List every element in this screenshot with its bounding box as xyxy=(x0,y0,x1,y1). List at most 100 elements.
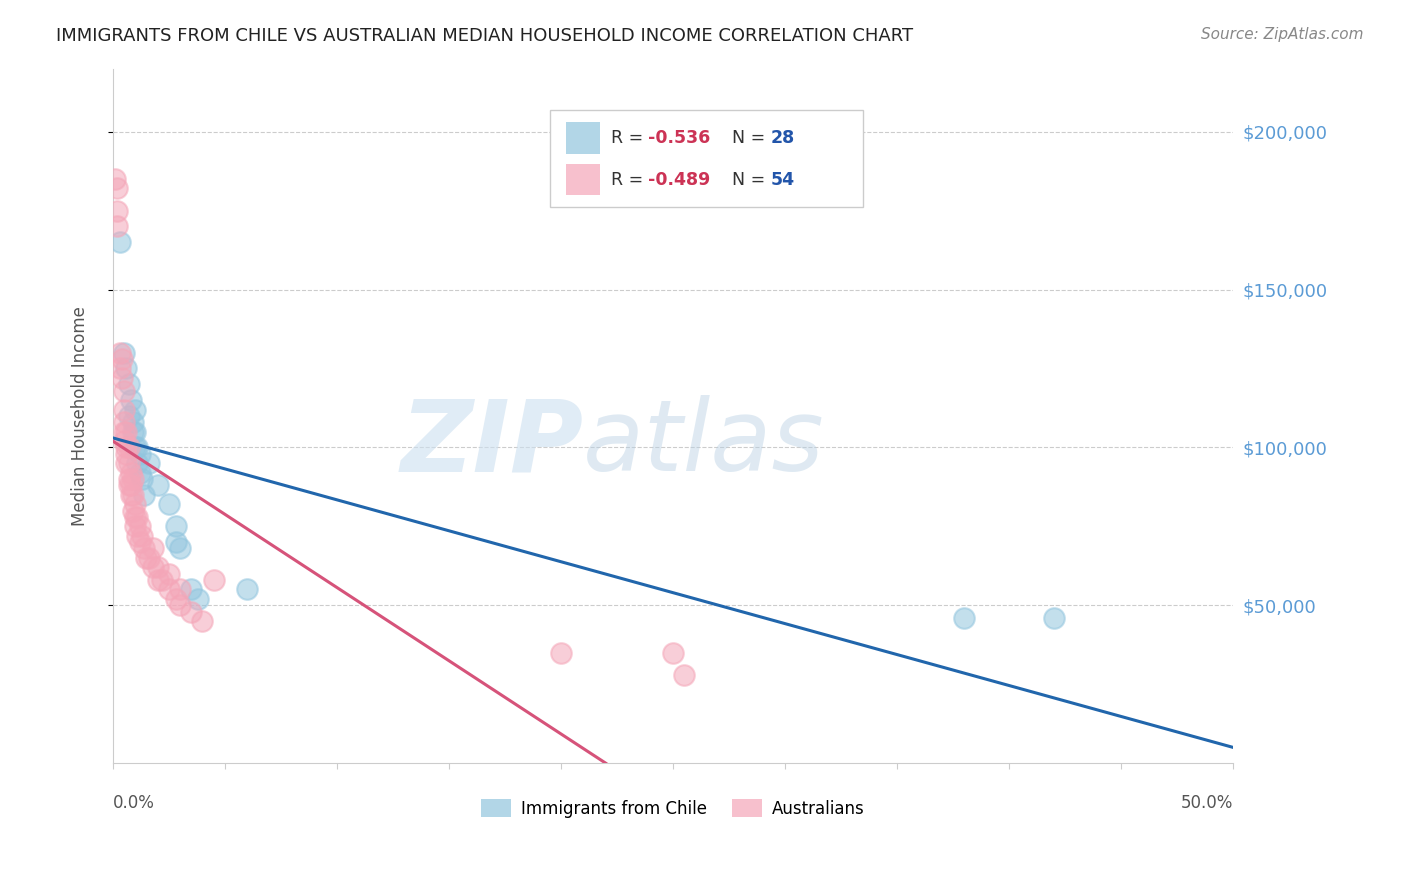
Text: R =: R = xyxy=(612,129,650,147)
Point xyxy=(112,402,135,417)
Point xyxy=(112,425,135,439)
Text: 0.0%: 0.0% xyxy=(112,794,155,813)
Point xyxy=(122,425,145,439)
Point xyxy=(142,541,165,556)
Point xyxy=(127,456,149,470)
Point xyxy=(124,519,146,533)
Text: R =: R = xyxy=(612,170,650,188)
Point xyxy=(115,425,138,439)
Point xyxy=(138,550,160,565)
Point xyxy=(105,203,128,218)
Text: -0.489: -0.489 xyxy=(648,170,710,188)
Point xyxy=(122,415,145,429)
Point xyxy=(128,447,150,461)
Text: N =: N = xyxy=(721,170,770,188)
Text: 54: 54 xyxy=(770,170,794,188)
Point xyxy=(111,371,134,385)
Point xyxy=(191,614,214,628)
Point xyxy=(105,181,128,195)
Point xyxy=(146,478,169,492)
Point xyxy=(115,361,138,376)
Point xyxy=(117,409,139,423)
Text: IMMIGRANTS FROM CHILE VS AUSTRALIAN MEDIAN HOUSEHOLD INCOME CORRELATION CHART: IMMIGRANTS FROM CHILE VS AUSTRALIAN MEDI… xyxy=(56,27,914,45)
Point xyxy=(112,345,135,359)
Point xyxy=(180,582,202,597)
Point xyxy=(1042,611,1064,625)
Point xyxy=(150,573,173,587)
Point xyxy=(127,509,149,524)
Point xyxy=(120,466,142,480)
Point xyxy=(112,384,135,398)
FancyBboxPatch shape xyxy=(567,164,600,195)
Point xyxy=(112,434,135,448)
Point xyxy=(169,541,191,556)
Point xyxy=(169,582,191,597)
Point xyxy=(117,456,139,470)
Point xyxy=(165,519,187,533)
Point xyxy=(157,582,180,597)
Point xyxy=(128,519,150,533)
Point xyxy=(146,573,169,587)
Text: ZIP: ZIP xyxy=(401,395,583,492)
Point xyxy=(115,441,138,455)
Point xyxy=(122,472,145,486)
Point xyxy=(134,541,156,556)
Point xyxy=(120,488,142,502)
Point xyxy=(673,667,696,681)
Point xyxy=(127,529,149,543)
Point xyxy=(187,591,209,606)
Point xyxy=(117,377,139,392)
Point xyxy=(236,582,259,597)
Point xyxy=(120,392,142,407)
Point xyxy=(124,402,146,417)
Point xyxy=(953,611,976,625)
Point xyxy=(124,509,146,524)
Point xyxy=(122,503,145,517)
Point xyxy=(157,497,180,511)
Point xyxy=(550,646,572,660)
Point xyxy=(142,560,165,574)
Point xyxy=(122,488,145,502)
Point xyxy=(115,456,138,470)
Point xyxy=(112,415,135,429)
Point xyxy=(662,646,685,660)
Point xyxy=(124,497,146,511)
Point xyxy=(165,535,187,549)
Point xyxy=(105,219,128,234)
Point xyxy=(108,345,131,359)
Text: -0.536: -0.536 xyxy=(648,129,710,147)
Point xyxy=(157,566,180,581)
Point xyxy=(202,573,225,587)
Text: 50.0%: 50.0% xyxy=(1181,794,1233,813)
Point xyxy=(117,472,139,486)
Point xyxy=(127,441,149,455)
Text: 28: 28 xyxy=(770,129,794,147)
FancyBboxPatch shape xyxy=(567,122,600,153)
FancyBboxPatch shape xyxy=(550,111,863,208)
Text: Source: ZipAtlas.com: Source: ZipAtlas.com xyxy=(1201,27,1364,42)
Point xyxy=(146,560,169,574)
Point xyxy=(115,447,138,461)
Point xyxy=(124,425,146,439)
Point xyxy=(138,456,160,470)
Point xyxy=(169,599,191,613)
Text: atlas: atlas xyxy=(583,395,825,492)
Point xyxy=(131,472,153,486)
Point xyxy=(117,478,139,492)
Point xyxy=(111,351,134,366)
Point xyxy=(134,488,156,502)
Point xyxy=(104,172,127,186)
Legend: Immigrants from Chile, Australians: Immigrants from Chile, Australians xyxy=(474,793,872,824)
Point xyxy=(120,478,142,492)
Y-axis label: Median Household Income: Median Household Income xyxy=(72,306,89,525)
Point xyxy=(180,605,202,619)
Point xyxy=(128,466,150,480)
Point xyxy=(108,361,131,376)
Point xyxy=(128,535,150,549)
Point xyxy=(108,235,131,249)
Point xyxy=(131,529,153,543)
Text: N =: N = xyxy=(721,129,770,147)
Point xyxy=(165,591,187,606)
Point xyxy=(117,441,139,455)
Point xyxy=(124,441,146,455)
